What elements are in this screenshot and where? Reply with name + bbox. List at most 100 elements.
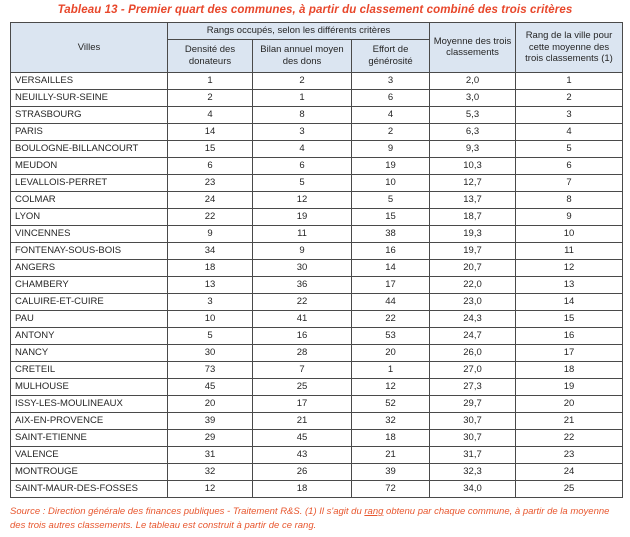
- footnote-underlined-word: rang: [364, 505, 384, 517]
- cell-moyenne: 27,0: [429, 360, 516, 379]
- cell-rang: 18: [515, 360, 623, 379]
- cell-effort: 32: [351, 411, 430, 430]
- cell-densite: 20: [167, 394, 253, 413]
- table-row: MULHOUSE 45 25 12 27,3 19: [10, 377, 623, 396]
- table-row: VERSAILLES 1 2 3 2,0 1: [10, 71, 623, 90]
- cell-densite: 22: [167, 207, 253, 226]
- cell-effort: 52: [351, 394, 430, 413]
- cell-ville: VERSAILLES: [10, 71, 168, 90]
- table-row: CALUIRE-ET-CUIRE 3 22 44 23,0 14: [10, 292, 623, 311]
- table-row: BOULOGNE-BILLANCOURT 15 4 9 9,3 5: [10, 139, 623, 158]
- cell-densite: 39: [167, 411, 253, 430]
- table-row: ANGERS 18 30 14 20,7 12: [10, 258, 623, 277]
- cell-moyenne: 5,3: [429, 105, 516, 124]
- cell-effort: 21: [351, 445, 430, 464]
- cell-bilan: 18: [252, 479, 352, 498]
- cell-rang: 9: [515, 207, 623, 226]
- cell-ville: SAINT-MAUR-DES-FOSSES: [10, 479, 168, 498]
- cell-densite: 34: [167, 241, 253, 260]
- cell-effort: 22: [351, 309, 430, 328]
- cell-effort: 9: [351, 139, 430, 158]
- cell-rang: 4: [515, 122, 623, 141]
- cell-ville: CRETEIL: [10, 360, 168, 379]
- cell-densite: 6: [167, 156, 253, 175]
- cell-effort: 14: [351, 258, 430, 277]
- cell-effort: 1: [351, 360, 430, 379]
- cell-rang: 1: [515, 71, 623, 90]
- cell-effort: 39: [351, 462, 430, 481]
- table-row: FONTENAY-SOUS-BOIS 34 9 16 19,7 11: [10, 241, 623, 260]
- header-densite-donateurs: Densité des donateurs: [167, 38, 253, 73]
- cell-rang: 24: [515, 462, 623, 481]
- cell-rang: 13: [515, 275, 623, 294]
- cell-moyenne: 30,7: [429, 411, 516, 430]
- cell-densite: 5: [167, 326, 253, 345]
- cell-densite: 31: [167, 445, 253, 464]
- header-effort-generosite: Effort de générosité: [351, 38, 430, 73]
- cell-bilan: 45: [252, 428, 352, 447]
- cell-densite: 32: [167, 462, 253, 481]
- cell-moyenne: 27,3: [429, 377, 516, 396]
- cell-bilan: 36: [252, 275, 352, 294]
- table-row: MEUDON 6 6 19 10,3 6: [10, 156, 623, 175]
- cell-ville: PAU: [10, 309, 168, 328]
- cell-rang: 11: [515, 241, 623, 260]
- cell-rang: 5: [515, 139, 623, 158]
- cell-bilan: 41: [252, 309, 352, 328]
- cell-moyenne: 19,7: [429, 241, 516, 260]
- cell-moyenne: 26,0: [429, 343, 516, 362]
- cell-moyenne: 9,3: [429, 139, 516, 158]
- header-rang: Rang de la ville pour cette moyenne des …: [515, 22, 623, 73]
- table-row: LEVALLOIS-PERRET 23 5 10 12,7 7: [10, 173, 623, 192]
- cell-ville: SAINT-ETIENNE: [10, 428, 168, 447]
- cell-rang: 15: [515, 309, 623, 328]
- table-row: LYON 22 19 15 18,7 9: [10, 207, 623, 226]
- cell-ville: MULHOUSE: [10, 377, 168, 396]
- cell-ville: VALENCE: [10, 445, 168, 464]
- source-footnote: Source : Direction générale des finances…: [10, 505, 622, 533]
- cell-rang: 19: [515, 377, 623, 396]
- cell-bilan: 26: [252, 462, 352, 481]
- cell-densite: 2: [167, 88, 253, 107]
- cell-bilan: 19: [252, 207, 352, 226]
- cell-ville: LYON: [10, 207, 168, 226]
- cell-densite: 29: [167, 428, 253, 447]
- header-group-rangs-occupes: Rangs occupés, selon les différents crit…: [167, 22, 430, 40]
- cell-densite: 45: [167, 377, 253, 396]
- cell-rang: 23: [515, 445, 623, 464]
- table-title: Tableau 13 - Premier quart des communes,…: [57, 4, 573, 16]
- cell-moyenne: 30,7: [429, 428, 516, 447]
- cell-ville: NANCY: [10, 343, 168, 362]
- cell-rang: 8: [515, 190, 623, 209]
- cell-bilan: 22: [252, 292, 352, 311]
- table-row: NANCY 30 28 20 26,0 17: [10, 343, 623, 362]
- cell-densite: 13: [167, 275, 253, 294]
- cell-effort: 20: [351, 343, 430, 362]
- cell-ville: ANTONY: [10, 326, 168, 345]
- cell-densite: 12: [167, 479, 253, 498]
- cell-densite: 1: [167, 71, 253, 90]
- cell-ville: PARIS: [10, 122, 168, 141]
- table-row: MONTROUGE 32 26 39 32,3 24: [10, 462, 623, 481]
- footnote-text-end: obtenu par chaque commune, à partir de l…: [10, 505, 610, 531]
- cell-moyenne: 13,7: [429, 190, 516, 209]
- table-row: CHAMBERY 13 36 17 22,0 13: [10, 275, 623, 294]
- cell-effort: 5: [351, 190, 430, 209]
- cell-moyenne: 34,0: [429, 479, 516, 498]
- cell-ville: ISSY-LES-MOULINEAUX: [10, 394, 168, 413]
- cell-ville: LEVALLOIS-PERRET: [10, 173, 168, 192]
- cell-densite: 14: [167, 122, 253, 141]
- cell-ville: NEUILLY-SUR-SEINE: [10, 88, 168, 107]
- table-row: VALENCE 31 43 21 31,7 23: [10, 445, 623, 464]
- cell-moyenne: 12,7: [429, 173, 516, 192]
- cell-ville: MONTROUGE: [10, 462, 168, 481]
- cell-rang: 25: [515, 479, 623, 498]
- cell-moyenne: 24,7: [429, 326, 516, 345]
- cell-bilan: 16: [252, 326, 352, 345]
- cell-rang: 20: [515, 394, 623, 413]
- cell-ville: CHAMBERY: [10, 275, 168, 294]
- cell-ville: AIX-EN-PROVENCE: [10, 411, 168, 430]
- cell-bilan: 21: [252, 411, 352, 430]
- cell-rang: 21: [515, 411, 623, 430]
